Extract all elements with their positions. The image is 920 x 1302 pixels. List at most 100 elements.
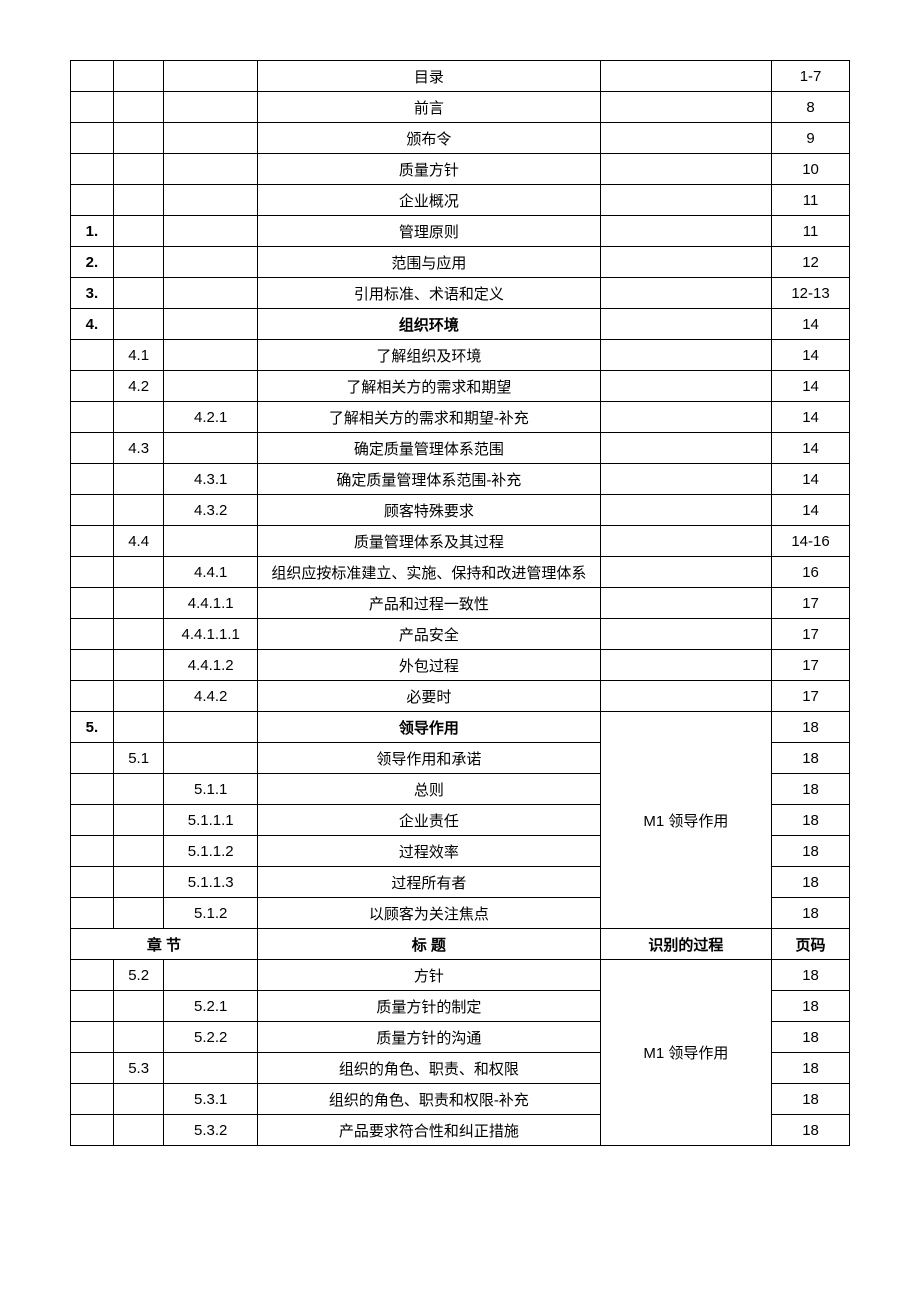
table-cell: [600, 340, 771, 371]
table-cell: 组织的角色、职责、和权限: [257, 1053, 600, 1084]
table-cell: [600, 557, 771, 588]
table-cell: 管理原则: [257, 216, 600, 247]
table-cell: [600, 185, 771, 216]
table-cell: 11: [772, 216, 850, 247]
table-cell: [71, 836, 114, 867]
table-cell: [113, 991, 164, 1022]
table-cell: [71, 402, 114, 433]
table-cell: 识别的过程: [600, 929, 771, 960]
table-cell: [164, 309, 257, 340]
table-cell: 5.2.2: [164, 1022, 257, 1053]
table-cell: [600, 588, 771, 619]
table-cell: 4.2: [113, 371, 164, 402]
table-cell: [600, 619, 771, 650]
table-cell: 过程效率: [257, 836, 600, 867]
table-cell: 17: [772, 650, 850, 681]
table-row: 4.1了解组织及环境14: [71, 340, 850, 371]
process-merged-cell: M1 领导作用: [600, 960, 771, 1146]
table-cell: [113, 1022, 164, 1053]
table-row: 4.2.1了解相关方的需求和期望-补充14: [71, 402, 850, 433]
table-cell: 组织环境: [257, 309, 600, 340]
table-cell: 18: [772, 743, 850, 774]
table-cell: 5.1: [113, 743, 164, 774]
table-cell: 范围与应用: [257, 247, 600, 278]
table-cell: 18: [772, 898, 850, 929]
table-cell: 12: [772, 247, 850, 278]
table-cell: [113, 774, 164, 805]
table-cell: 18: [772, 805, 850, 836]
table-row: 4.4.1.1产品和过程一致性17: [71, 588, 850, 619]
table-cell: [164, 960, 257, 991]
table-cell: 14: [772, 495, 850, 526]
table-cell: [71, 898, 114, 929]
table-cell: [164, 154, 257, 185]
table-cell: 18: [772, 960, 850, 991]
table-cell: 17: [772, 619, 850, 650]
table-cell: [600, 371, 771, 402]
table-cell: [113, 588, 164, 619]
table-cell: 5.1.1.3: [164, 867, 257, 898]
table-cell: 14-16: [772, 526, 850, 557]
table-cell: [113, 1084, 164, 1115]
table-cell: [113, 464, 164, 495]
table-row: 4.3.2顾客特殊要求14: [71, 495, 850, 526]
table-cell: 4.4.1.2: [164, 650, 257, 681]
table-cell: 了解相关方的需求和期望: [257, 371, 600, 402]
table-cell: 5.: [71, 712, 114, 743]
table-cell: [71, 619, 114, 650]
table-row: 前言8: [71, 92, 850, 123]
table-cell: [71, 1084, 114, 1115]
table-cell: [71, 495, 114, 526]
table-cell: [164, 216, 257, 247]
table-cell: 4.4.2: [164, 681, 257, 712]
table-cell: [71, 681, 114, 712]
table-cell: 4.3.1: [164, 464, 257, 495]
table-cell: 5.3.2: [164, 1115, 257, 1146]
table-cell: 5.3: [113, 1053, 164, 1084]
table-cell: [600, 309, 771, 340]
table-cell: 18: [772, 867, 850, 898]
table-cell: 4.: [71, 309, 114, 340]
table-cell: 组织应按标准建立、实施、保持和改进管理体系: [257, 557, 600, 588]
table-cell: 5.3.1: [164, 1084, 257, 1115]
table-cell: 18: [772, 991, 850, 1022]
table-cell: 目录: [257, 61, 600, 92]
table-cell: 质量方针: [257, 154, 600, 185]
table-cell: 1.: [71, 216, 114, 247]
table-cell: [164, 743, 257, 774]
table-cell: 以顾客为关注焦点: [257, 898, 600, 929]
table-cell: 12-13: [772, 278, 850, 309]
table-cell: [113, 898, 164, 929]
table-cell: [113, 681, 164, 712]
table-cell: [600, 92, 771, 123]
table-cell: 16: [772, 557, 850, 588]
table-cell: 10: [772, 154, 850, 185]
table-cell: 质量方针的沟通: [257, 1022, 600, 1053]
table-cell: 8: [772, 92, 850, 123]
table-cell: [164, 278, 257, 309]
table-cell: [113, 309, 164, 340]
table-cell: 产品和过程一致性: [257, 588, 600, 619]
table-row: 目录1-7: [71, 61, 850, 92]
table-cell: 4.3: [113, 433, 164, 464]
table-cell: [113, 92, 164, 123]
table-header-row: 章 节标 题识别的过程页码: [71, 929, 850, 960]
table-cell: [71, 867, 114, 898]
table-cell: 顾客特殊要求: [257, 495, 600, 526]
table-cell: 5.2: [113, 960, 164, 991]
table-cell: 18: [772, 836, 850, 867]
table-cell: [600, 650, 771, 681]
table-row: 4.4.1.2外包过程17: [71, 650, 850, 681]
table-cell: 企业概况: [257, 185, 600, 216]
table-cell: [113, 836, 164, 867]
table-cell: [71, 371, 114, 402]
table-cell: [71, 526, 114, 557]
table-cell: 页码: [772, 929, 850, 960]
table-cell: 4.4.1.1: [164, 588, 257, 619]
table-cell: [164, 526, 257, 557]
table-cell: [71, 1053, 114, 1084]
table-cell: [71, 1022, 114, 1053]
table-cell: [164, 1053, 257, 1084]
table-row: 4.4.1组织应按标准建立、实施、保持和改进管理体系16: [71, 557, 850, 588]
table-cell: 引用标准、术语和定义: [257, 278, 600, 309]
